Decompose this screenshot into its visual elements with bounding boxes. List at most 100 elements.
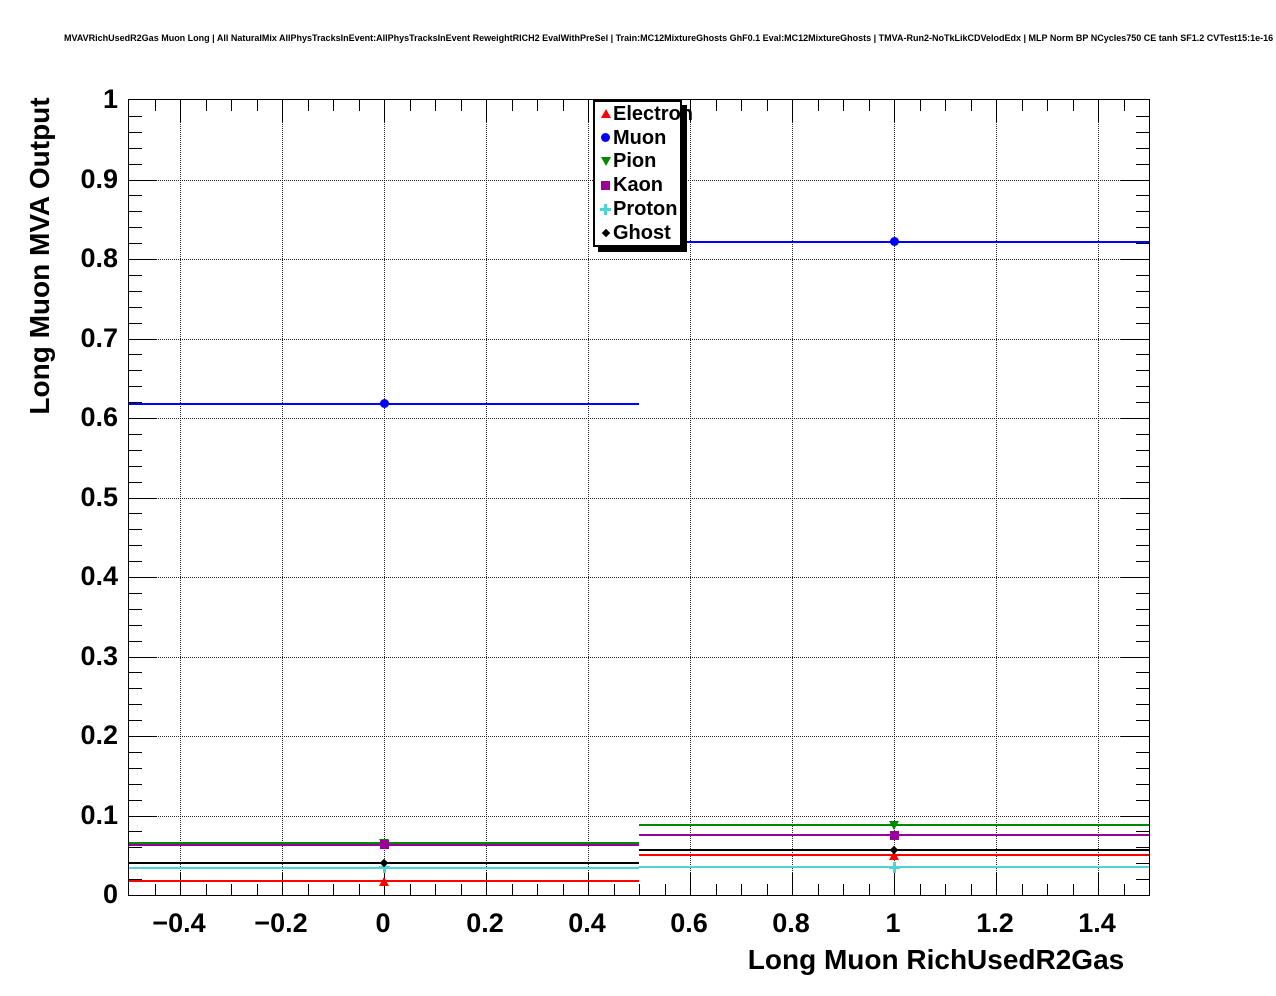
legend-label: Pion bbox=[613, 150, 657, 173]
x-tick-label: 0.6 bbox=[670, 908, 708, 938]
x-tick-mirror bbox=[766, 100, 768, 111]
y-tick bbox=[129, 354, 142, 356]
legend-marker-cell bbox=[598, 203, 613, 215]
y-tick-mirror bbox=[1121, 338, 1149, 340]
x-tick-mirror bbox=[282, 100, 283, 122]
histogram-title: MVAVRichUsedR2Gas Muon Long | All Natura… bbox=[64, 33, 1276, 43]
x-tick-mirror bbox=[817, 100, 819, 111]
y-tick-mirror bbox=[1136, 608, 1149, 610]
plus-marker-icon bbox=[600, 203, 611, 215]
y-tick bbox=[129, 656, 157, 658]
y-tick-label: 0.5 bbox=[80, 481, 118, 512]
x-tick-mirror bbox=[205, 100, 207, 111]
x-tick bbox=[307, 884, 309, 895]
muon-data-marker-icon bbox=[889, 237, 899, 246]
y-tick bbox=[129, 688, 142, 690]
y-tick-mirror bbox=[1136, 386, 1149, 388]
y-tick bbox=[129, 720, 142, 722]
y-tick bbox=[129, 179, 157, 181]
x-tick-mirror bbox=[1047, 100, 1048, 111]
kaon-data-marker-icon bbox=[889, 830, 899, 840]
gridline-horizontal bbox=[129, 577, 1149, 578]
x-tick bbox=[715, 884, 717, 895]
x-tick-mirror bbox=[868, 100, 870, 111]
x-tick-mirror bbox=[996, 100, 997, 122]
y-tick bbox=[129, 147, 142, 149]
x-tick bbox=[154, 884, 156, 895]
y-tick-mirror bbox=[1136, 163, 1149, 165]
y-tick-mirror bbox=[1136, 465, 1149, 467]
x-tick bbox=[690, 873, 691, 895]
y-tick-mirror bbox=[1136, 879, 1149, 881]
y-tick bbox=[129, 481, 142, 483]
y-tick bbox=[129, 704, 142, 706]
diamond-marker-icon bbox=[601, 228, 610, 238]
x-tick-label: 0.2 bbox=[466, 908, 504, 938]
y-tick bbox=[129, 799, 142, 801]
plus-marker-vbar bbox=[604, 203, 607, 215]
x-tick-mirror bbox=[256, 100, 258, 111]
y-tick bbox=[129, 418, 157, 419]
proton-data-marker-icon bbox=[378, 862, 390, 874]
y-tick-label: 1 bbox=[102, 84, 118, 114]
y-tick-label: 0.1 bbox=[80, 799, 118, 830]
y-tick-mirror bbox=[1136, 481, 1149, 483]
triangle-up-marker-icon bbox=[600, 109, 611, 119]
gridline-horizontal bbox=[129, 656, 1149, 658]
y-tick bbox=[129, 402, 142, 404]
y-tick-mirror bbox=[1136, 529, 1149, 531]
square-marker-icon bbox=[601, 180, 610, 190]
x-tick bbox=[792, 873, 793, 895]
circle-marker-icon bbox=[601, 133, 610, 143]
legend-label: Kaon bbox=[613, 174, 663, 197]
x-tick bbox=[741, 884, 742, 895]
x-tick-mirror bbox=[715, 100, 717, 111]
y-tick-mirror bbox=[1136, 195, 1149, 197]
y-tick-mirror bbox=[1136, 545, 1149, 547]
y-tick-mirror bbox=[1121, 577, 1149, 578]
x-tick-mirror bbox=[460, 100, 462, 111]
x-tick bbox=[843, 884, 844, 895]
x-tick bbox=[256, 884, 258, 895]
y-tick-mirror bbox=[1136, 306, 1149, 308]
gridline-horizontal bbox=[129, 259, 1149, 260]
x-tick bbox=[358, 884, 360, 895]
x-tick-mirror bbox=[562, 100, 564, 111]
y-tick bbox=[129, 577, 157, 578]
x-tick bbox=[460, 884, 462, 895]
x-tick-mirror bbox=[792, 100, 793, 122]
legend-label: Muon bbox=[613, 126, 667, 149]
x-tick-mirror bbox=[358, 100, 360, 111]
plus-marker-vbar bbox=[892, 861, 896, 873]
x-tick-mirror bbox=[537, 100, 538, 111]
y-tick-mirror bbox=[1121, 815, 1149, 817]
y-tick-label: 0.4 bbox=[80, 561, 118, 591]
x-tick-label: −0.2 bbox=[254, 908, 308, 938]
gridline-horizontal bbox=[129, 736, 1149, 737]
x-tick-label: 1 bbox=[885, 908, 901, 938]
legend-label: Proton bbox=[613, 198, 678, 221]
y-tick-mirror bbox=[1136, 274, 1149, 276]
legend-label: Ghost bbox=[613, 221, 671, 244]
muon-data-marker-icon bbox=[379, 399, 389, 409]
x-tick-mirror bbox=[894, 100, 895, 122]
legend-entry-ghost: Ghost bbox=[595, 221, 680, 245]
legend-entry-electron: Electron bbox=[595, 102, 693, 126]
y-tick-mirror bbox=[1136, 640, 1149, 642]
y-tick-mirror bbox=[1136, 831, 1149, 833]
y-tick bbox=[129, 449, 142, 451]
x-axis-title: Long Muon RichUsedR2Gas bbox=[747, 944, 1125, 975]
electron-data-marker-icon bbox=[889, 850, 899, 860]
x-tick-mirror bbox=[970, 100, 972, 111]
x-tick bbox=[1021, 884, 1023, 895]
gridline-horizontal bbox=[129, 815, 1149, 817]
y-tick-mirror bbox=[1136, 783, 1149, 785]
y-tick bbox=[129, 497, 157, 499]
y-tick bbox=[129, 243, 142, 245]
y-tick-mirror bbox=[1136, 704, 1149, 706]
y-tick-mirror bbox=[1136, 720, 1149, 722]
y-tick-label: 0.2 bbox=[80, 720, 118, 750]
y-tick-mirror bbox=[1136, 672, 1149, 674]
y-tick bbox=[129, 290, 142, 292]
y-tick-mirror bbox=[1121, 259, 1149, 260]
